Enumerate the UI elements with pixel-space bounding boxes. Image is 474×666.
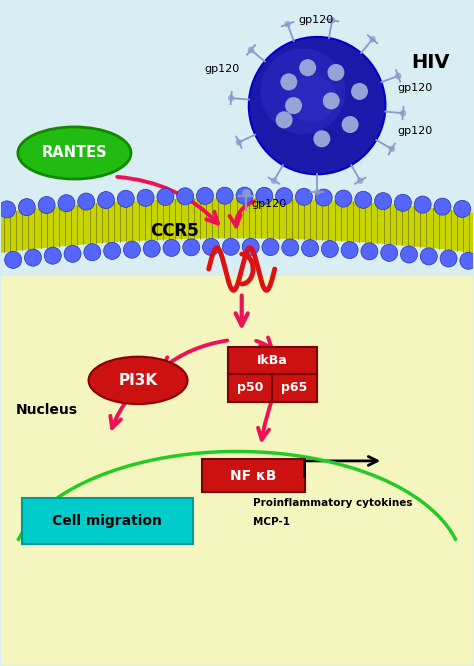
Text: PI3K: PI3K bbox=[118, 373, 158, 388]
Circle shape bbox=[280, 73, 297, 91]
Circle shape bbox=[261, 49, 346, 134]
Text: gp120: gp120 bbox=[397, 83, 432, 93]
Circle shape bbox=[157, 188, 174, 206]
Circle shape bbox=[434, 198, 451, 215]
Circle shape bbox=[236, 187, 253, 204]
FancyBboxPatch shape bbox=[22, 498, 193, 544]
Circle shape bbox=[44, 247, 61, 264]
Circle shape bbox=[183, 239, 200, 256]
Circle shape bbox=[381, 244, 398, 261]
Circle shape bbox=[351, 83, 368, 100]
FancyBboxPatch shape bbox=[228, 347, 317, 375]
Circle shape bbox=[276, 111, 292, 129]
Text: gp120: gp120 bbox=[298, 15, 334, 25]
Circle shape bbox=[177, 188, 194, 205]
Circle shape bbox=[58, 194, 75, 212]
Circle shape bbox=[414, 196, 431, 213]
Text: MCP-1: MCP-1 bbox=[254, 517, 291, 527]
Circle shape bbox=[143, 240, 160, 257]
Circle shape bbox=[123, 241, 140, 258]
Circle shape bbox=[355, 191, 372, 208]
Text: Proinflammatory cytokines: Proinflammatory cytokines bbox=[254, 498, 413, 508]
FancyBboxPatch shape bbox=[201, 460, 305, 492]
Circle shape bbox=[137, 189, 154, 206]
Circle shape bbox=[38, 196, 55, 214]
Text: Nucleus: Nucleus bbox=[16, 402, 78, 416]
Circle shape bbox=[341, 242, 358, 258]
Text: p65: p65 bbox=[281, 382, 307, 394]
Circle shape bbox=[313, 131, 330, 147]
Circle shape bbox=[117, 190, 134, 207]
Text: p50: p50 bbox=[237, 382, 264, 394]
Text: RANTES: RANTES bbox=[42, 145, 107, 161]
Circle shape bbox=[440, 250, 457, 267]
Circle shape bbox=[395, 73, 401, 79]
Circle shape bbox=[242, 189, 251, 198]
Circle shape bbox=[394, 194, 411, 211]
FancyBboxPatch shape bbox=[228, 374, 273, 402]
Ellipse shape bbox=[89, 357, 188, 404]
Circle shape bbox=[369, 36, 376, 43]
Circle shape bbox=[401, 246, 418, 263]
Text: gp120: gp120 bbox=[251, 199, 286, 210]
Circle shape bbox=[64, 245, 81, 262]
Circle shape bbox=[389, 146, 395, 153]
Circle shape bbox=[299, 59, 316, 76]
Circle shape bbox=[249, 37, 385, 174]
Circle shape bbox=[342, 116, 358, 133]
Circle shape bbox=[454, 200, 471, 217]
Circle shape bbox=[400, 110, 406, 117]
Circle shape bbox=[242, 238, 259, 255]
Text: IkBa: IkBa bbox=[257, 354, 288, 367]
Circle shape bbox=[5, 251, 22, 268]
Circle shape bbox=[335, 190, 352, 207]
Text: gp120: gp120 bbox=[204, 65, 239, 75]
Circle shape bbox=[236, 139, 242, 146]
Circle shape bbox=[282, 239, 299, 256]
Circle shape bbox=[18, 198, 36, 216]
Circle shape bbox=[323, 93, 340, 109]
Circle shape bbox=[374, 192, 392, 210]
Text: Cell migration: Cell migration bbox=[53, 514, 163, 528]
Circle shape bbox=[295, 188, 312, 205]
Circle shape bbox=[78, 193, 95, 210]
Circle shape bbox=[163, 239, 180, 256]
FancyBboxPatch shape bbox=[272, 374, 317, 402]
Circle shape bbox=[84, 244, 101, 261]
Polygon shape bbox=[0, 198, 474, 253]
Text: NF κB: NF κB bbox=[230, 469, 277, 483]
Bar bbox=[1, 276, 473, 665]
Text: gp120: gp120 bbox=[397, 126, 432, 136]
Circle shape bbox=[420, 248, 438, 265]
Circle shape bbox=[276, 188, 292, 204]
Circle shape bbox=[104, 242, 120, 259]
Circle shape bbox=[271, 177, 277, 184]
Circle shape bbox=[315, 189, 332, 206]
Circle shape bbox=[314, 189, 320, 196]
Circle shape bbox=[361, 243, 378, 260]
Circle shape bbox=[197, 187, 213, 204]
Circle shape bbox=[248, 47, 255, 53]
Circle shape bbox=[357, 177, 364, 184]
Circle shape bbox=[202, 238, 219, 256]
Circle shape bbox=[285, 97, 302, 114]
Circle shape bbox=[262, 238, 279, 256]
Text: CCR5: CCR5 bbox=[150, 222, 199, 240]
Circle shape bbox=[228, 95, 235, 101]
Circle shape bbox=[222, 238, 239, 255]
Circle shape bbox=[216, 187, 233, 204]
Circle shape bbox=[98, 192, 115, 208]
Circle shape bbox=[25, 249, 41, 266]
Text: HIV: HIV bbox=[411, 53, 450, 73]
Circle shape bbox=[460, 252, 474, 269]
Ellipse shape bbox=[18, 127, 131, 179]
Circle shape bbox=[0, 201, 16, 218]
Circle shape bbox=[328, 64, 345, 81]
Circle shape bbox=[256, 187, 273, 204]
Circle shape bbox=[329, 17, 336, 23]
Circle shape bbox=[284, 21, 291, 27]
Circle shape bbox=[321, 240, 338, 258]
Circle shape bbox=[289, 75, 336, 122]
Circle shape bbox=[301, 240, 319, 256]
